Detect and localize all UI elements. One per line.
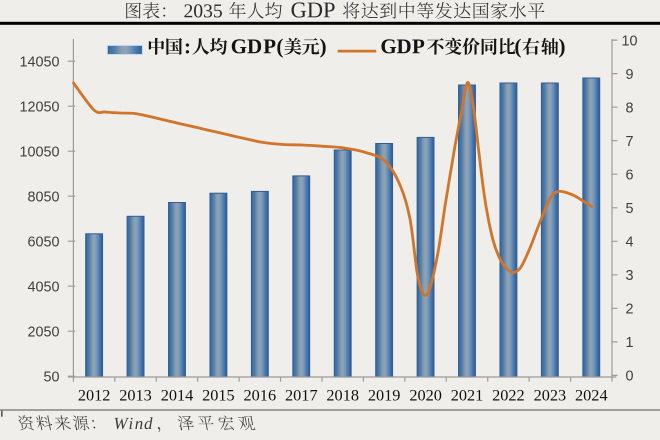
svg-text:12050: 12050: [19, 99, 59, 115]
svg-text:2017: 2017: [285, 385, 318, 404]
svg-text:10: 10: [621, 33, 637, 49]
svg-text:5: 5: [625, 201, 633, 217]
svg-text:8050: 8050: [27, 189, 59, 205]
svg-text:2024: 2024: [575, 385, 608, 404]
svg-text:10050: 10050: [19, 144, 59, 160]
svg-text:0: 0: [625, 369, 633, 385]
svg-text:7: 7: [625, 134, 633, 150]
svg-text:2022: 2022: [492, 385, 525, 404]
svg-text:3: 3: [625, 268, 633, 284]
svg-text:2015: 2015: [202, 385, 235, 404]
svg-text:2016: 2016: [244, 385, 277, 404]
svg-text:2023: 2023: [534, 385, 567, 404]
svg-text:4: 4: [625, 235, 633, 251]
svg-text:2018: 2018: [326, 385, 359, 404]
svg-text:2020: 2020: [409, 385, 442, 404]
svg-text:6050: 6050: [27, 234, 59, 250]
svg-text:1: 1: [625, 335, 633, 351]
svg-text:2012: 2012: [78, 385, 111, 404]
svg-text:2019: 2019: [368, 385, 401, 404]
svg-text:50: 50: [43, 369, 59, 385]
svg-text:4050: 4050: [27, 279, 59, 295]
svg-text:14050: 14050: [19, 54, 59, 70]
svg-text:6: 6: [625, 167, 633, 183]
svg-text:2021: 2021: [451, 385, 484, 404]
svg-text:2: 2: [625, 302, 633, 318]
svg-text:9: 9: [625, 67, 633, 83]
svg-text:8: 8: [625, 100, 633, 116]
svg-text:2013: 2013: [119, 385, 152, 404]
svg-text:2014: 2014: [161, 385, 194, 404]
svg-text:2050: 2050: [27, 324, 59, 340]
